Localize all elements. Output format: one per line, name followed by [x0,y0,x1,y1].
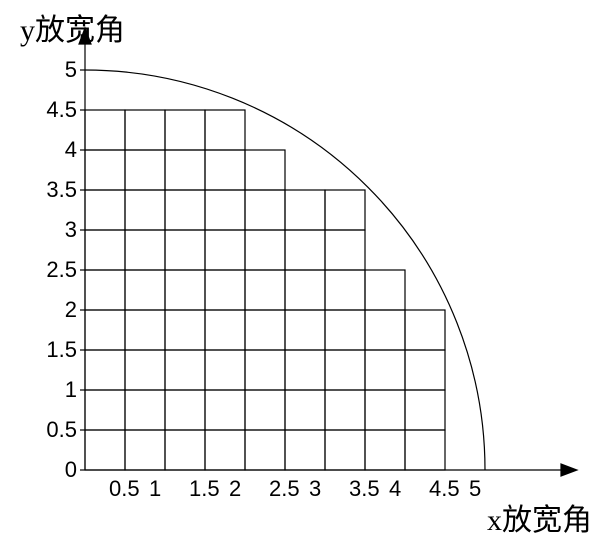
chart-container: y放宽角 54.543.532.521.510.50 0.511.522.533… [0,0,593,539]
y-tick-label: 3 [65,217,77,243]
y-tick-label: 1.5 [46,337,77,363]
x-axis-label: x放宽角 [487,495,592,539]
x-tick-label: 4 [389,476,401,502]
x-tick-label: 0.5 [109,476,140,502]
x-tick-label: 5 [469,476,481,502]
x-tick-label: 3 [309,476,321,502]
y-tick-label: 2 [65,297,77,323]
y-tick-label: 1 [65,377,77,403]
x-tick-label: 1 [149,476,161,502]
x-tick-label: 2 [229,476,241,502]
x-tick-label: 3.5 [349,476,380,502]
y-tick-label: 3.5 [46,177,77,203]
x-tick-label: 1.5 [189,476,220,502]
y-tick-label: 2.5 [46,257,77,283]
y-tick-label: 4.5 [46,97,77,123]
y-tick-label: 0.5 [46,417,77,443]
x-tick-label: 4.5 [429,476,460,502]
y-tick-label: 4 [65,137,77,163]
y-tick-label: 5 [65,57,77,83]
y-tick-label: 0 [65,457,77,483]
plot-svg [0,0,593,539]
x-tick-label: 2.5 [269,476,300,502]
